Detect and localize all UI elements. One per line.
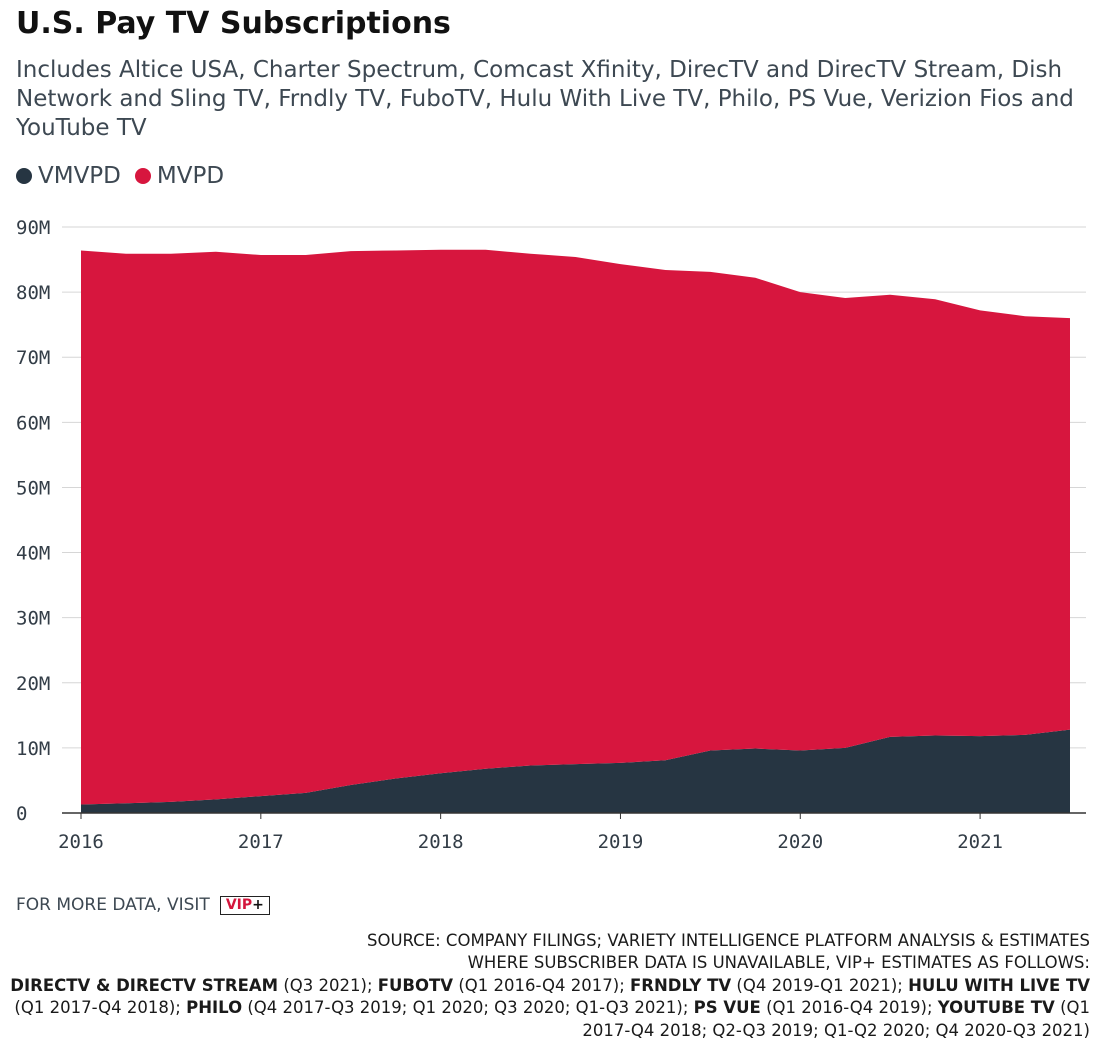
legend-item-vmvpd[interactable]: VMVPD <box>16 163 121 189</box>
x-tick-label: 2021 <box>957 831 1003 853</box>
x-tick-label: 2020 <box>777 831 823 853</box>
legend-label: MVPD <box>156 163 225 189</box>
y-tick-label: 30M <box>16 608 50 630</box>
more-data-line: FOR MORE DATA, VISIT VIP+ <box>16 895 270 915</box>
estimates-line: WHERE SUBSCRIBER DATA IS UNAVAILABLE, VI… <box>467 953 1090 973</box>
legend-label: VMVPD <box>38 163 121 189</box>
y-tick-label: 70M <box>16 347 50 369</box>
note-detail: (Q1 2017-Q4 2018; Q2-Q3 2019; Q1-Q2 2020… <box>582 998 1090 1040</box>
source-line: SOURCE: COMPANY FILINGS; VARIETY INTELLI… <box>367 931 1090 950</box>
chart-subtitle: Includes Altice USA, Charter Spectrum, C… <box>16 57 1074 141</box>
chart-legend: VMVPD MVPD <box>16 163 238 189</box>
note-name: HULU WITH LIVE TV <box>908 975 1090 995</box>
y-tick-label: 50M <box>16 477 50 499</box>
source-notes: SOURCE: COMPANY FILINGS; VARIETY INTELLI… <box>0 930 1090 1042</box>
note-name: YOUTUBE TV <box>937 998 1055 1018</box>
note-detail: (Q1 2016-Q4 2017); <box>453 975 631 995</box>
note-detail: (Q3 2021); <box>278 975 378 995</box>
stacked-area-chart: 0 10M 20M 30M 40M 50M 60M 70M 80M 90M 2016 2017 2018… <box>16 217 1086 853</box>
y-tick-label: 60M <box>16 412 50 434</box>
y-tick-label: 80M <box>16 282 50 304</box>
note-name: FRNDLY TV <box>630 975 732 995</box>
y-tick-label: 0 <box>16 803 27 825</box>
y-tick-label: 90M <box>16 217 50 239</box>
area-series-vmvpd <box>81 729 1070 813</box>
legend-dot-icon <box>134 168 151 184</box>
x-tick-label: 2018 <box>418 831 464 853</box>
y-tick-label: 20M <box>16 673 50 695</box>
legend-dot-icon <box>16 168 32 184</box>
area-series-mvpd <box>81 249 1070 805</box>
vip-plus-logo[interactable]: VIP+ <box>219 895 270 915</box>
estimate-notes: DIRECTV & DIRECTV STREAM (Q3 2021); FUBO… <box>0 975 1090 1042</box>
y-tick-label: 40M <box>16 543 50 565</box>
x-tick-label: 2019 <box>598 831 644 853</box>
note-name: PS VUE <box>693 998 761 1018</box>
note-detail: (Q4 2017-Q3 2019; Q1 2020; Q3 2020; Q1-Q… <box>242 998 694 1018</box>
note-detail: (Q1 2016-Q4 2019); <box>760 998 938 1018</box>
note-name: DIRECTV & DIRECTV STREAM <box>10 975 279 995</box>
note-name: PHILO <box>186 998 243 1018</box>
note-name: FUBOTV <box>377 975 454 995</box>
legend-item-mvpd[interactable]: MVPD <box>134 163 225 189</box>
note-detail: (Q1 2017-Q4 2018); <box>14 998 187 1018</box>
x-tick-label: 2016 <box>58 831 104 853</box>
y-tick-label: 10M <box>16 738 50 760</box>
note-detail: (Q4 2019-Q1 2021); <box>731 975 909 995</box>
chart-title: U.S. Pay TV Subscriptions <box>16 6 451 41</box>
more-data-text: FOR MORE DATA, VISIT <box>16 895 210 915</box>
x-tick-label: 2017 <box>238 831 284 853</box>
